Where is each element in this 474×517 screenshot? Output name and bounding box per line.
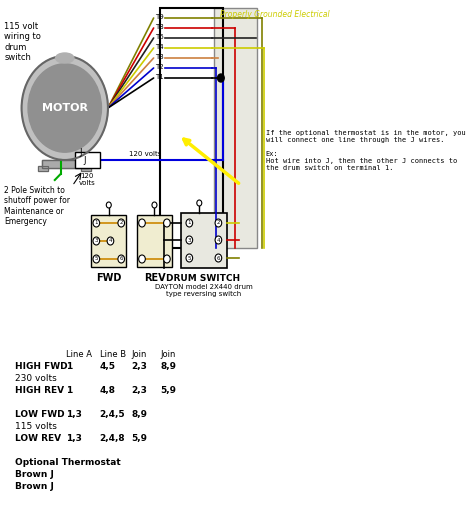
Bar bbox=[181, 213, 227, 268]
Text: 1: 1 bbox=[95, 220, 98, 225]
Text: 120 volts: 120 volts bbox=[129, 151, 161, 157]
Circle shape bbox=[164, 255, 170, 263]
Text: T4: T4 bbox=[155, 44, 164, 50]
Circle shape bbox=[197, 200, 202, 206]
Circle shape bbox=[118, 219, 125, 227]
Circle shape bbox=[139, 219, 146, 227]
Text: J: J bbox=[80, 148, 82, 157]
Circle shape bbox=[215, 219, 222, 227]
Circle shape bbox=[218, 74, 224, 82]
Text: 120
volts: 120 volts bbox=[79, 173, 96, 186]
Text: LOW FWD: LOW FWD bbox=[15, 410, 64, 419]
Text: REV: REV bbox=[144, 273, 165, 283]
Circle shape bbox=[118, 255, 125, 263]
Text: T6: T6 bbox=[155, 34, 164, 40]
Text: 4: 4 bbox=[217, 237, 220, 242]
Text: 3: 3 bbox=[95, 238, 98, 244]
Text: 5: 5 bbox=[95, 256, 98, 262]
Text: Brown J: Brown J bbox=[15, 470, 54, 479]
Circle shape bbox=[93, 219, 100, 227]
Bar bbox=[82, 166, 91, 171]
Bar bbox=[82, 166, 91, 171]
Text: MOTOR: MOTOR bbox=[42, 103, 88, 113]
Text: HIGH FWD: HIGH FWD bbox=[15, 362, 68, 371]
Text: Optional Thermostat: Optional Thermostat bbox=[15, 458, 121, 467]
Circle shape bbox=[93, 255, 100, 263]
Text: 4,8: 4,8 bbox=[100, 386, 116, 395]
Text: 8,9: 8,9 bbox=[131, 410, 147, 419]
Bar bbox=[38, 166, 48, 171]
Bar bbox=[137, 215, 172, 267]
Circle shape bbox=[164, 219, 170, 227]
Text: 2: 2 bbox=[119, 220, 123, 225]
Text: If the optional thermostat is in the motor, you
will connect one line through th: If the optional thermostat is in the mot… bbox=[266, 130, 465, 171]
Bar bbox=[42, 160, 88, 168]
Circle shape bbox=[28, 64, 101, 152]
Text: LOW REV: LOW REV bbox=[15, 434, 61, 443]
Text: Line A: Line A bbox=[66, 350, 92, 359]
Text: 2,3: 2,3 bbox=[131, 362, 147, 371]
Text: 2,4,5: 2,4,5 bbox=[100, 410, 125, 419]
Text: J: J bbox=[83, 156, 85, 165]
Text: 3: 3 bbox=[188, 237, 191, 242]
Text: 1: 1 bbox=[66, 386, 73, 395]
Text: T1: T1 bbox=[155, 74, 164, 80]
Circle shape bbox=[186, 219, 192, 227]
Text: 8,9: 8,9 bbox=[160, 362, 176, 371]
Text: 1: 1 bbox=[66, 362, 73, 371]
Text: 6: 6 bbox=[217, 255, 220, 261]
Text: Line B: Line B bbox=[100, 350, 126, 359]
Text: T2: T2 bbox=[155, 64, 164, 70]
Circle shape bbox=[106, 202, 111, 208]
Text: 5,9: 5,9 bbox=[160, 386, 176, 395]
Text: 115 volt
wiring to
drum
switch: 115 volt wiring to drum switch bbox=[4, 22, 41, 62]
Bar bbox=[214, 8, 257, 248]
Circle shape bbox=[139, 255, 146, 263]
Text: Properly Grounded Electrical: Properly Grounded Electrical bbox=[220, 10, 330, 19]
Text: Join: Join bbox=[131, 350, 146, 359]
Circle shape bbox=[186, 236, 192, 244]
Text: 5: 5 bbox=[188, 255, 191, 261]
Text: 2: 2 bbox=[217, 220, 220, 225]
Text: 1,3: 1,3 bbox=[66, 434, 82, 443]
Text: T8: T8 bbox=[155, 24, 164, 30]
Text: 230 volts: 230 volts bbox=[15, 374, 57, 383]
Bar bbox=[38, 166, 48, 171]
Text: DAYTON model 2X440 drum
type reversing switch: DAYTON model 2X440 drum type reversing s… bbox=[155, 284, 252, 297]
Circle shape bbox=[107, 237, 114, 245]
Circle shape bbox=[215, 236, 222, 244]
Text: DRUM SWITCH: DRUM SWITCH bbox=[166, 274, 240, 283]
Circle shape bbox=[152, 202, 157, 208]
Text: 6: 6 bbox=[119, 256, 123, 262]
Text: T9: T9 bbox=[155, 14, 164, 20]
Text: 2,4,8: 2,4,8 bbox=[100, 434, 125, 443]
Bar bbox=[91, 215, 126, 267]
Ellipse shape bbox=[55, 53, 74, 63]
Bar bbox=[75, 152, 100, 168]
Text: Join: Join bbox=[160, 350, 176, 359]
Circle shape bbox=[186, 254, 192, 262]
Bar bbox=[160, 8, 222, 248]
Text: 2,3: 2,3 bbox=[131, 386, 147, 395]
Text: 115 volts: 115 volts bbox=[15, 422, 57, 431]
Text: 5,9: 5,9 bbox=[131, 434, 147, 443]
Text: FWD: FWD bbox=[96, 273, 121, 283]
Circle shape bbox=[22, 56, 108, 160]
Text: 2 Pole Switch to
shutoff power for
Maintenance or
Emergency: 2 Pole Switch to shutoff power for Maint… bbox=[4, 186, 70, 226]
Circle shape bbox=[215, 254, 222, 262]
Text: 4: 4 bbox=[109, 238, 112, 244]
Text: 1,3: 1,3 bbox=[66, 410, 82, 419]
Text: HIGH REV: HIGH REV bbox=[15, 386, 64, 395]
Text: 1: 1 bbox=[188, 220, 191, 225]
Text: T3: T3 bbox=[155, 54, 164, 60]
Text: Brown J: Brown J bbox=[15, 482, 54, 491]
Circle shape bbox=[93, 237, 100, 245]
Text: 4,5: 4,5 bbox=[100, 362, 116, 371]
Bar bbox=[42, 160, 88, 168]
